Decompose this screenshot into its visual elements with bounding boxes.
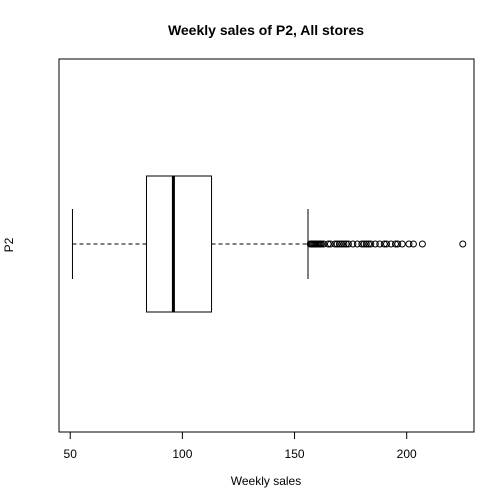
outlier-point: [317, 240, 325, 248]
outlier-point: [391, 240, 399, 248]
x-axis: 50 100 150 200: [64, 432, 417, 461]
outlier-point: [340, 240, 348, 248]
outlier-point: [353, 240, 361, 248]
x-tick-label: 100: [172, 447, 192, 461]
outlier-point: [362, 240, 370, 248]
outlier-point: [320, 240, 328, 248]
outlier-point: [324, 240, 332, 248]
outlier-point: [360, 240, 368, 248]
outlier-point: [371, 240, 379, 248]
outlier-point: [335, 240, 343, 248]
outlier-point: [405, 240, 413, 248]
outlier-point: [358, 240, 366, 248]
outlier-point: [394, 240, 402, 248]
outlier-point: [326, 240, 334, 248]
outlier-point: [365, 240, 373, 248]
outlier-point: [349, 240, 357, 248]
y-axis-label: P2: [2, 237, 16, 252]
outlier-point: [367, 240, 375, 248]
x-tick-label: 200: [397, 447, 417, 461]
x-axis-label: Weekly sales: [231, 474, 301, 488]
plot-area: [58, 58, 475, 433]
outlier-point: [409, 240, 417, 248]
outlier-point: [333, 240, 341, 248]
outlier-point: [342, 240, 350, 248]
x-tick-label: 50: [64, 447, 78, 461]
outlier-point: [398, 240, 406, 248]
outlier-point: [418, 240, 426, 248]
outlier-point: [338, 240, 346, 248]
outlier-point: [344, 240, 352, 248]
chart-title: Weekly sales of P2, All stores: [168, 22, 364, 38]
outlier-point: [380, 240, 388, 248]
outliers-group: [306, 240, 467, 248]
box-group: [71, 175, 309, 313]
outlier-point: [459, 240, 467, 248]
outlier-point: [383, 240, 391, 248]
outlier-point: [387, 240, 395, 248]
outlier-point: [376, 240, 384, 248]
iqr-box: [145, 175, 213, 313]
outlier-point: [331, 240, 339, 248]
x-tick-label: 150: [285, 447, 305, 461]
